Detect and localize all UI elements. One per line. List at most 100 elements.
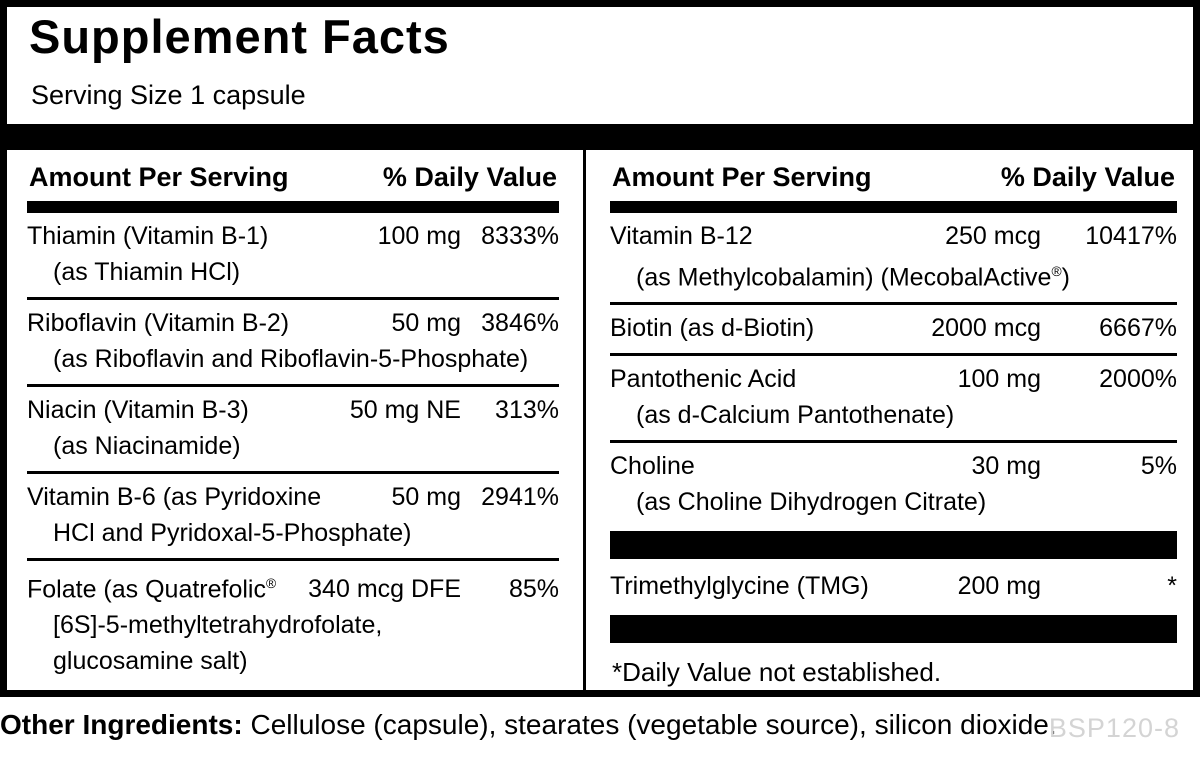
amount-per-serving-header: Amount Per Serving xyxy=(29,162,289,193)
text-segment: (as d-Calcium Pantothenate) xyxy=(636,401,955,430)
ingredient-daily-value: 10417% xyxy=(1085,222,1177,251)
ingredient-name: Vitamin B-6 (as Pyridoxine xyxy=(27,479,392,515)
ingredient-amount: 340 mcg DFE xyxy=(308,575,461,604)
header-separator-bar xyxy=(610,201,1177,214)
ingredient-row: Folate (as Quatrefolic® 340 mcg DFE 85% [6S… xyxy=(27,561,559,686)
ingredient-row: Vitamin B-6 (as Pyridoxine 50 mg 2941% HCl … xyxy=(27,474,559,562)
ingredient-daily-value: 2000% xyxy=(1099,365,1177,394)
daily-value-footnote: *Daily Value not established. xyxy=(612,657,942,688)
ingredient-name: Pantothenic Acid xyxy=(610,361,958,397)
facts-title: Supplement Facts xyxy=(29,10,450,63)
serving-size: Serving Size 1 capsule xyxy=(31,79,306,110)
text-segment: Riboflavin (Vitamin B-2) xyxy=(27,309,290,338)
facts-columns: Amount Per Serving % Daily Value Thiamin (… xyxy=(7,150,1193,690)
text-segment: ) xyxy=(1061,263,1070,292)
text-segment: [6S]-5-methyltetrahydrofolate, xyxy=(53,611,383,640)
ingredient-amount: 50 mg NE xyxy=(349,396,461,425)
column-divider xyxy=(583,150,586,690)
ingredient-amount: 100 mg xyxy=(377,222,461,251)
ingredient-daily-value: 5% xyxy=(1140,452,1177,481)
ingredient-row-main: Biotin (as d-Biotin) 2000 mcg 6667% xyxy=(610,310,1177,346)
text-segment: (as Niacinamide) xyxy=(53,432,241,461)
text-segment: (as Choline Dihydrogen Citrate) xyxy=(636,488,987,517)
other-ingredients: Other Ingredients: Cellulose (capsule), … xyxy=(0,707,1057,742)
ingredient-daily-value: 85% xyxy=(508,575,559,604)
text-segment: Pantothenic Acid xyxy=(610,365,797,394)
ingredient-row: Niacin (Vitamin B-3) 50 mg NE 313% (as Niac… xyxy=(27,387,559,475)
ingredient-name: Vitamin B-12 xyxy=(610,218,945,254)
ingredient-source-line: (as d-Calcium Pantothenate) xyxy=(610,397,1177,433)
ingredient-row: Biotin (as d-Biotin) 2000 mcg 6667% xyxy=(610,305,1177,357)
ingredient-daily-value: 3846% xyxy=(481,309,559,338)
ingredient-amount: 200 mg xyxy=(957,572,1041,601)
ingredient-source-line: (as Thiamin HCl) xyxy=(27,254,559,290)
other-ingredients-text: Cellulose (capsule), stearates (vegetabl… xyxy=(242,709,1057,740)
ingredient-amount: 100 mg xyxy=(957,365,1041,394)
ingredient-row-main: Riboflavin (Vitamin B-2) 50 mg 3846% xyxy=(27,305,559,341)
header-separator-bar xyxy=(27,201,559,214)
ingredient-row: Pantothenic Acid 100 mg 2000% (as d-Calcium… xyxy=(610,356,1177,444)
ingredient-row: Choline 30 mg 5% (as Choline Dihydrogen Cit… xyxy=(610,443,1177,527)
registered-mark: ® xyxy=(266,576,277,592)
ingredient-row-main: Pantothenic Acid 100 mg 2000% xyxy=(610,361,1177,397)
text-segment: Niacin (Vitamin B-3) xyxy=(27,396,249,425)
text-segment: Trimethylglycine (TMG) xyxy=(610,572,869,601)
ingredient-amount: 50 mg xyxy=(391,309,461,338)
supplement-facts-label: Supplement Facts Serving Size 1 capsule … xyxy=(0,0,1200,697)
text-segment: glucosamine salt) xyxy=(53,647,248,676)
ingredient-amount: 50 mg xyxy=(391,483,461,512)
ingredient-row: Vitamin B-12 250 mcg 10417% (as Methylcobal… xyxy=(610,213,1177,306)
ingredient-source-line: (as Niacinamide) xyxy=(27,428,559,464)
ingredient-row: Thiamin (Vitamin B-1) 100 mg 8333% (as Thia… xyxy=(27,213,559,301)
text-segment: Biotin (as d-Biotin) xyxy=(610,314,815,343)
text-segment: (as Thiamin HCl) xyxy=(53,258,241,287)
ingredient-name: Trimethylglycine (TMG) xyxy=(610,568,958,604)
text-segment: (as Riboflavin and Riboflavin-5-Phosphat… xyxy=(53,345,529,374)
ingredient-row: Trimethylglycine (TMG) 200 mg * xyxy=(610,563,1177,611)
ingredient-amount: 250 mcg xyxy=(945,222,1041,251)
ingredient-row-main: Folate (as Quatrefolic® 340 mcg DFE 85% xyxy=(27,566,559,607)
product-code: BSP120-8 xyxy=(1048,713,1180,743)
ingredient-source-line: [6S]-5-methyltetrahydrofolate, xyxy=(27,607,559,643)
ingredient-daily-value: 2941% xyxy=(481,483,559,512)
ingredient-row-main: Niacin (Vitamin B-3) 50 mg NE 313% xyxy=(27,392,559,428)
separator-bar xyxy=(610,531,1177,560)
ingredient-row-main: Trimethylglycine (TMG) 200 mg * xyxy=(610,568,1177,604)
ingredient-name: Folate (as Quatrefolic® xyxy=(27,566,308,607)
ingredient-name: Riboflavin (Vitamin B-2) xyxy=(27,305,392,341)
ingredient-source-line: (as Methylcobalamin) (MecobalActive®) xyxy=(610,254,1177,295)
ingredient-row-main: Vitamin B-6 (as Pyridoxine 50 mg 2941% xyxy=(27,479,559,515)
amount-per-serving-header: Amount Per Serving xyxy=(612,162,872,193)
column-header: Amount Per Serving % Daily Value xyxy=(27,150,559,201)
daily-value-header: % Daily Value xyxy=(1000,162,1175,193)
ingredient-daily-value: 6667% xyxy=(1099,314,1177,343)
text-segment: Choline xyxy=(610,452,695,481)
column-header: Amount Per Serving % Daily Value xyxy=(610,150,1177,201)
text-segment: HCl and Pyridoxal-5-Phosphate) xyxy=(53,519,412,548)
ingredient-name: Biotin (as d-Biotin) xyxy=(610,310,931,346)
text-segment: Vitamin B-12 xyxy=(610,222,753,251)
ingredient-row-main: Thiamin (Vitamin B-1) 100 mg 8333% xyxy=(27,218,559,254)
text-segment: Vitamin B-6 (as Pyridoxine xyxy=(27,483,322,512)
separator-bar xyxy=(610,615,1177,644)
ingredient-name: Niacin (Vitamin B-3) xyxy=(27,392,350,428)
ingredient-source-line: (as Choline Dihydrogen Citrate) xyxy=(610,484,1177,520)
ingredient-amount: 30 mg xyxy=(971,452,1041,481)
ingredient-daily-value: * xyxy=(1167,572,1177,601)
ingredient-source-line: glucosamine salt) xyxy=(27,643,559,679)
ingredient-name: Thiamin (Vitamin B-1) xyxy=(27,218,378,254)
ingredient-amount: 2000 mcg xyxy=(931,314,1041,343)
facts-column-left: Amount Per Serving % Daily Value Thiamin (… xyxy=(7,150,583,690)
ingredient-row: Riboflavin (Vitamin B-2) 50 mg 3846% (as Ri… xyxy=(27,300,559,388)
text-segment: Thiamin (Vitamin B-1) xyxy=(27,222,269,251)
text-segment: (as Methylcobalamin) (MecobalActive xyxy=(636,263,1052,292)
top-separator-bar xyxy=(7,124,1193,151)
other-ingredients-label: Other Ingredients: xyxy=(0,709,243,740)
daily-value-header: % Daily Value xyxy=(382,162,557,193)
ingredient-source-line: (as Riboflavin and Riboflavin-5-Phosphat… xyxy=(27,341,559,377)
ingredient-name: Choline xyxy=(610,448,972,484)
ingredient-source-line: HCl and Pyridoxal-5-Phosphate) xyxy=(27,515,559,551)
registered-mark: ® xyxy=(1051,264,1062,280)
facts-column-right: Amount Per Serving % Daily Value Vitamin B… xyxy=(586,150,1193,690)
ingredient-row-main: Choline 30 mg 5% xyxy=(610,448,1177,484)
